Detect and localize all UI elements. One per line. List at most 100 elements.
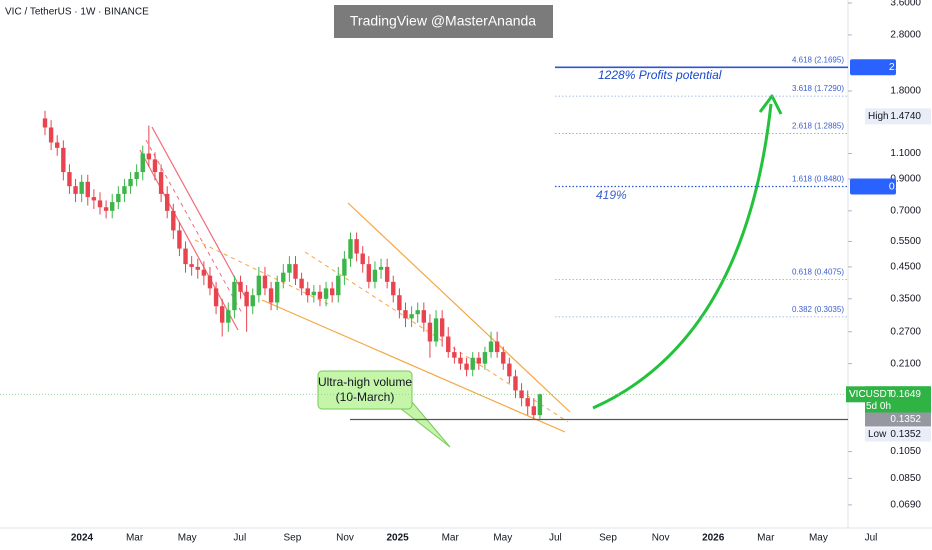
candle-body xyxy=(256,275,262,296)
candle-body xyxy=(226,310,231,323)
candle-body xyxy=(146,153,152,160)
y-tick-label: 0.1050 xyxy=(890,446,921,457)
candle-body xyxy=(323,288,329,299)
candle-body xyxy=(507,363,512,377)
support-badge xyxy=(865,412,931,427)
candle-body xyxy=(213,288,219,307)
candle-body xyxy=(293,264,298,279)
profit-annotation: 1228% Profits potential xyxy=(598,68,722,82)
x-tick-label: Jul xyxy=(233,533,246,544)
candle-body xyxy=(250,295,255,307)
fib-label: 4.618 (2.1695) xyxy=(792,55,844,64)
volume-note-line: (10-March) xyxy=(336,390,395,404)
candle-body xyxy=(103,207,109,211)
gain-annotation: 419% xyxy=(596,188,627,202)
candle-body xyxy=(366,264,372,282)
fib-badge xyxy=(850,59,896,76)
watermark: TradingView @MasterAnanda xyxy=(350,13,536,29)
x-tick-label: Sep xyxy=(599,533,617,544)
candle-body xyxy=(219,306,225,323)
candle-body xyxy=(128,178,133,187)
candle-body xyxy=(268,288,274,303)
candle-body xyxy=(183,248,188,265)
y-tick-label: 1.1000 xyxy=(890,148,921,159)
candle-body xyxy=(42,118,48,128)
watermark-box xyxy=(334,5,553,38)
high-label: 1.4740 xyxy=(890,111,921,122)
candle-body xyxy=(207,275,213,289)
candle-body xyxy=(97,200,103,208)
fib-badge-label: 2.1695 xyxy=(889,61,921,73)
x-tick-label: Nov xyxy=(336,533,354,544)
candle-body xyxy=(378,266,384,270)
fib-badge-label: 0.8480 xyxy=(889,180,921,192)
wedge-drawings xyxy=(139,126,571,433)
candle-body xyxy=(482,352,488,364)
y-tick-label: 0.3500 xyxy=(890,293,921,304)
candle-body xyxy=(177,230,182,249)
candle-body xyxy=(537,394,543,416)
candle-body xyxy=(274,281,280,303)
candle-body xyxy=(61,147,66,173)
candle-body xyxy=(152,159,158,173)
candle-body xyxy=(525,398,530,407)
y-tick-label: 0.4500 xyxy=(890,262,921,273)
fib-label: 2.618 (1.2885) xyxy=(792,122,844,131)
x-tick-label: Jul xyxy=(549,533,562,544)
x-tick-label: Nov xyxy=(652,533,670,544)
candle-body xyxy=(409,314,414,319)
candle-body xyxy=(336,275,341,296)
candle-body xyxy=(464,363,469,370)
candle-body xyxy=(439,318,445,337)
fib-label: 1.618 (0.8480) xyxy=(792,175,844,184)
candle-body xyxy=(73,186,78,194)
candle-body xyxy=(55,142,60,148)
candle-body xyxy=(122,186,127,194)
candle-body xyxy=(476,357,482,364)
fib-badge xyxy=(850,178,896,195)
candle-body xyxy=(244,291,249,307)
y-tick-label: 0.2100 xyxy=(890,358,921,369)
y-tick-label: 1.8000 xyxy=(890,86,921,97)
y-tick-label: 0.7000 xyxy=(890,205,921,216)
candle-body xyxy=(458,357,463,364)
x-tick-label: 2024 xyxy=(71,533,94,544)
candle-body xyxy=(470,357,475,370)
volume-note-line: Ultra-high volume xyxy=(318,375,412,389)
candle-body xyxy=(201,269,207,276)
y-tick-label: 0.0850 xyxy=(890,473,921,484)
y-tick-label: 0.0690 xyxy=(890,500,921,511)
y-tick-label: 0.9000 xyxy=(890,174,921,185)
candle-body xyxy=(446,336,451,353)
candle-body xyxy=(329,288,335,296)
candle-body xyxy=(397,295,402,311)
candle-body xyxy=(140,153,145,173)
candle-body xyxy=(391,281,396,296)
symbol-header: VIC / TetherUS · 1W · BINANCE xyxy=(5,7,149,18)
candle-body xyxy=(494,341,500,353)
candle-body xyxy=(85,181,90,198)
support-label: 0.1352 xyxy=(890,414,921,425)
x-tick-label: May xyxy=(178,533,197,544)
fib-label: 0.382 (0.3035) xyxy=(792,305,844,314)
candle-body xyxy=(360,253,365,265)
price-label: 0.1649 xyxy=(890,389,921,400)
candle-body xyxy=(421,310,427,323)
x-tick-label: May xyxy=(809,533,828,544)
x-tick-label: May xyxy=(493,533,512,544)
candle-body xyxy=(158,172,164,194)
candle-body xyxy=(299,278,304,289)
low-badge xyxy=(865,427,931,442)
candle-body xyxy=(519,390,524,399)
price-countdown: 5d 0h xyxy=(866,401,891,412)
candle-body xyxy=(134,172,139,179)
candle-body xyxy=(427,322,433,342)
high-name: High xyxy=(868,111,889,122)
x-tick-label: Mar xyxy=(442,533,460,544)
candle-body xyxy=(342,258,347,276)
x-tick-label: Jul xyxy=(865,533,878,544)
candle-body xyxy=(317,291,323,299)
x-tick-label: Sep xyxy=(284,533,302,544)
